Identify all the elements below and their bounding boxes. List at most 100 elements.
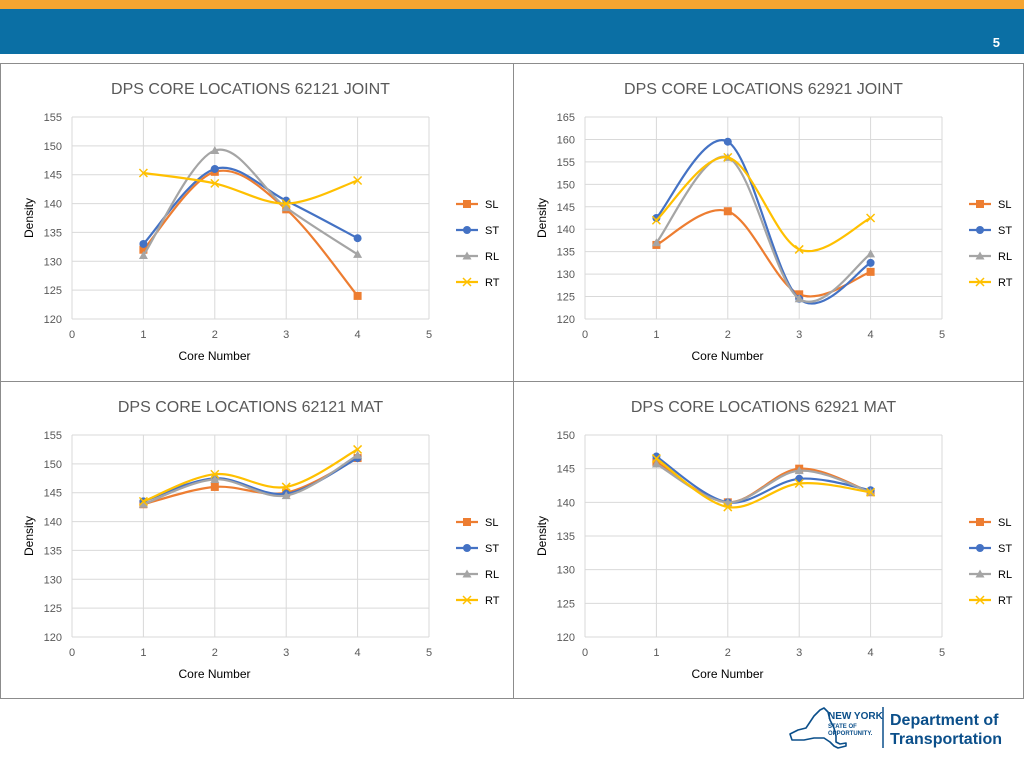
marker-rt-62121-mat-pt4	[353, 444, 363, 454]
x-tick-label: 4	[868, 647, 874, 659]
legend-item-st: ST	[456, 543, 499, 555]
y-tick-label: 120	[44, 632, 62, 644]
marker-rt-62121-mat-pt3	[281, 482, 291, 492]
marker-rt-62121-joint-legend-pt4	[462, 277, 472, 287]
series-rt	[651, 152, 876, 254]
marker-sl-62921-joint-legend-pt1	[976, 200, 984, 208]
marker-st-62121-joint-pt4	[353, 234, 362, 243]
chart-title: DPS CORE LOCATIONS 62121 JOINT	[111, 81, 390, 98]
y-axis-label: Density	[22, 198, 36, 238]
legend: SL ST RL RT	[969, 199, 1013, 289]
y-tick-label: 145	[557, 202, 575, 214]
series-line-sl	[655, 208, 871, 298]
marker-rt-62921-mat-pt2	[723, 502, 733, 512]
axis-ticks: 120 125 130 135 140 145 150 155 0 1 2 3 4 5	[44, 430, 432, 659]
marker-rl-62921-mat-legend-pt3	[975, 569, 985, 578]
new-york-state-map-icon	[789, 707, 847, 749]
y-tick-label: 150	[557, 430, 575, 442]
marker-sl-62921-joint-pt2	[723, 207, 732, 216]
y-tick-label: 140	[44, 517, 62, 529]
legend-label: RT	[998, 595, 1013, 607]
series-rt	[138, 444, 363, 506]
y-tick-label: 155	[44, 112, 62, 124]
series-rl	[138, 450, 363, 508]
y-axis-label: Density	[535, 198, 549, 238]
chart-62121-joint: DPS CORE LOCATIONS 62121 JOINT1201251301…	[22, 81, 500, 363]
axis-ticks: 120 125 130 135 140 145 150 155 0 1 2 3 4 5	[44, 112, 432, 341]
x-tick-label: 5	[426, 647, 432, 659]
marker-st-62921-mat-pt1	[652, 452, 661, 461]
y-tick-label: 140	[557, 497, 575, 509]
legend-item-rl: RL	[456, 251, 499, 263]
legend-item-rl: RL	[456, 569, 499, 581]
marker-rl-62921-joint-pt4	[866, 249, 876, 258]
marker-rl-62121-mat-pt2	[210, 474, 220, 483]
y-tick-label: 125	[44, 603, 62, 615]
marker-sl-62121-joint-legend-pt1	[463, 200, 471, 208]
marker-rt-62121-joint-pt2	[210, 178, 220, 188]
x-tick-label: 3	[283, 647, 289, 659]
x-tick-label: 0	[582, 647, 588, 659]
y-tick-label: 120	[557, 632, 575, 644]
x-tick-label: 3	[283, 329, 289, 341]
series-line-rl	[655, 155, 872, 303]
marker-rt-62121-joint-pt1	[138, 168, 148, 178]
marker-rt-62921-joint-pt3	[794, 244, 804, 254]
x-tick-label: 0	[69, 329, 75, 341]
x-tick-label: 0	[69, 647, 75, 659]
x-tick-label: 2	[725, 329, 731, 341]
y-tick-label: 130	[44, 574, 62, 586]
accent-stripe	[0, 0, 1024, 9]
marker-rt-62921-joint-legend-pt4	[975, 277, 985, 287]
marker-rl-62921-mat-pt3	[794, 466, 804, 475]
marker-st-62921-joint-pt2	[723, 137, 732, 146]
title-bar: 5	[0, 9, 1024, 54]
x-tick-label: 1	[653, 647, 659, 659]
legend-label: SL	[485, 517, 498, 529]
x-tick-label: 5	[426, 329, 432, 341]
marker-rl-62921-mat-pt1	[651, 459, 661, 468]
series-line-rl	[142, 148, 359, 257]
marker-rl-62921-joint-pt3	[794, 294, 804, 303]
legend-label: ST	[485, 225, 499, 237]
y-tick-label: 140	[44, 199, 62, 211]
x-tick-label: 4	[868, 329, 874, 341]
marker-sl-62121-mat-legend-pt1	[463, 518, 471, 526]
x-tick-label: 1	[653, 329, 659, 341]
legend-label: RT	[485, 277, 500, 289]
marker-rl-62921-joint-legend-pt3	[975, 251, 985, 260]
marker-st-62921-joint-legend-pt2	[976, 226, 984, 234]
legend-item-sl: SL	[456, 199, 498, 211]
gridlines	[584, 434, 943, 638]
legend-label: RL	[998, 569, 1012, 581]
marker-rl-62121-joint-pt4	[353, 249, 363, 258]
x-tick-label: 0	[582, 329, 588, 341]
marker-rl-62121-joint-pt1	[138, 251, 148, 260]
y-tick-label: 145	[44, 488, 62, 500]
marker-sl-62121-joint-pt1	[139, 245, 148, 254]
marker-rt-62121-mat-legend-pt4	[462, 595, 472, 605]
gridlines	[71, 434, 430, 638]
y-tick-label: 140	[557, 224, 575, 236]
marker-rt-62921-joint-pt2	[723, 152, 733, 162]
x-tick-label: 3	[796, 647, 802, 659]
legend-item-rt: RT	[456, 277, 500, 289]
marker-st-62121-joint-legend-pt2	[463, 226, 471, 234]
legend: SL ST RL RT	[456, 199, 500, 289]
x-tick-label: 2	[212, 329, 218, 341]
y-tick-label: 130	[557, 269, 575, 281]
marker-st-62921-mat-legend-pt2	[976, 544, 984, 552]
marker-sl-62121-joint-pt4	[353, 291, 362, 300]
series-line-st	[655, 139, 872, 305]
y-tick-label: 135	[44, 227, 62, 239]
series-sl	[139, 167, 362, 300]
logo-transportation: Transportation	[890, 731, 1002, 748]
marker-sl-62921-joint-pt4	[866, 267, 875, 276]
y-tick-label: 135	[557, 531, 575, 543]
axis-ticks: 120 125 130 135 140 145 150 0 1 2 3 4 5	[557, 430, 945, 659]
chart-62121-mat: DPS CORE LOCATIONS 62121 MAT120125130135…	[22, 399, 500, 681]
legend-item-st: ST	[456, 225, 499, 237]
x-tick-label: 5	[939, 329, 945, 341]
logo-department-of: Department of	[890, 712, 999, 729]
series-line-rt	[655, 156, 872, 253]
